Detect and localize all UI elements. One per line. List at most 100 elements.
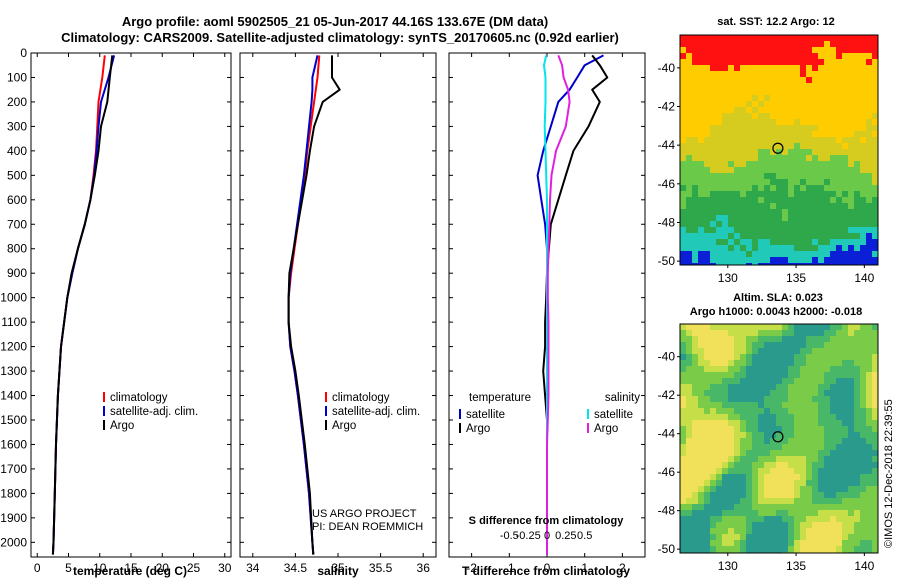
map-cell [872, 324, 878, 330]
sst-map-ytick-label: -40 [658, 61, 676, 75]
map-cell [794, 101, 800, 107]
map-cell [716, 486, 722, 492]
map-cell [728, 107, 734, 113]
map-cell [710, 546, 716, 552]
map-cell [764, 360, 770, 366]
map-cell [710, 137, 716, 143]
map-cell [776, 546, 782, 552]
map-cell [722, 480, 728, 486]
map-cell [806, 414, 812, 420]
map-cell [794, 119, 800, 125]
map-cell [698, 119, 704, 125]
map-cell [698, 239, 704, 245]
map-cell [866, 263, 872, 265]
map-cell [746, 47, 752, 53]
map-cell [716, 426, 722, 432]
map-cell [776, 263, 782, 265]
sst-map-ytick-label: -44 [658, 138, 676, 152]
salinity-profile-panel: 34 34.5 35 35.5 36climatologysatellite-adj. … [239, 52, 437, 575]
map-cell [782, 143, 788, 149]
map-cell [686, 95, 692, 101]
map-cell [806, 498, 812, 504]
map-cell [782, 47, 788, 53]
difference-xtick-label: -2 [466, 561, 477, 575]
map-cell [680, 504, 686, 510]
map-cell [770, 390, 776, 396]
map-cell [794, 534, 800, 540]
map-cell [854, 155, 860, 161]
map-cell [854, 113, 860, 119]
map-cell [680, 324, 686, 330]
map-cell [740, 83, 746, 89]
map-cell [752, 89, 758, 95]
map-cell [854, 77, 860, 83]
map-cell [782, 342, 788, 348]
map-cell [686, 354, 692, 360]
map-cell [860, 420, 866, 426]
map-cell [788, 35, 794, 41]
map-cell [734, 360, 740, 366]
map-cell [734, 59, 740, 65]
map-cell [698, 203, 704, 209]
map-cell [830, 161, 836, 167]
map-cell [824, 77, 830, 83]
map-cell [734, 215, 740, 221]
map-cell [854, 35, 860, 41]
map-cell [860, 324, 866, 330]
map-cell [782, 498, 788, 504]
map-cell [734, 53, 740, 59]
sst-map-xtick-label: 135 [786, 271, 806, 285]
map-cell [860, 155, 866, 161]
map-cell [752, 179, 758, 185]
map-cell [764, 468, 770, 474]
map-cell [722, 71, 728, 77]
map-cell [824, 486, 830, 492]
map-cell [836, 336, 842, 342]
map-cell [746, 462, 752, 468]
map-cell [830, 348, 836, 354]
map-cell [686, 215, 692, 221]
map-cell [872, 348, 878, 354]
map-cell [866, 522, 872, 528]
map-cell [830, 251, 836, 257]
map-cell [842, 528, 848, 534]
map-cell [788, 197, 794, 203]
map-cell [752, 101, 758, 107]
map-cell [734, 167, 740, 173]
map-cell [680, 41, 686, 47]
map-cell [776, 354, 782, 360]
map-cell [836, 540, 842, 546]
map-cell [854, 65, 860, 71]
map-cell [854, 251, 860, 257]
map-cell [758, 492, 764, 498]
map-cell [824, 414, 830, 420]
map-cell [782, 95, 788, 101]
map-cell [758, 89, 764, 95]
map-cell [770, 402, 776, 408]
map-cell [836, 113, 842, 119]
map-cell [854, 360, 860, 366]
map-cell [680, 203, 686, 209]
map-cell [746, 330, 752, 336]
map-cell [812, 233, 818, 239]
map-cell [794, 155, 800, 161]
map-cell [722, 516, 728, 522]
map-cell [704, 77, 710, 83]
map-cell [740, 167, 746, 173]
map-cell [812, 456, 818, 462]
map-cell [794, 53, 800, 59]
depth-tick-label: 1000 [0, 291, 27, 305]
map-cell [686, 35, 692, 41]
map-cell [866, 83, 872, 89]
map-cell [812, 179, 818, 185]
map-cell [680, 239, 686, 245]
map-cell [824, 444, 830, 450]
map-cell [698, 348, 704, 354]
map-cell [710, 480, 716, 486]
map-cell [752, 522, 758, 528]
map-cell [836, 167, 842, 173]
map-cell [842, 372, 848, 378]
map-cell [752, 546, 758, 552]
map-cell [716, 498, 722, 504]
map-cell [692, 456, 698, 462]
